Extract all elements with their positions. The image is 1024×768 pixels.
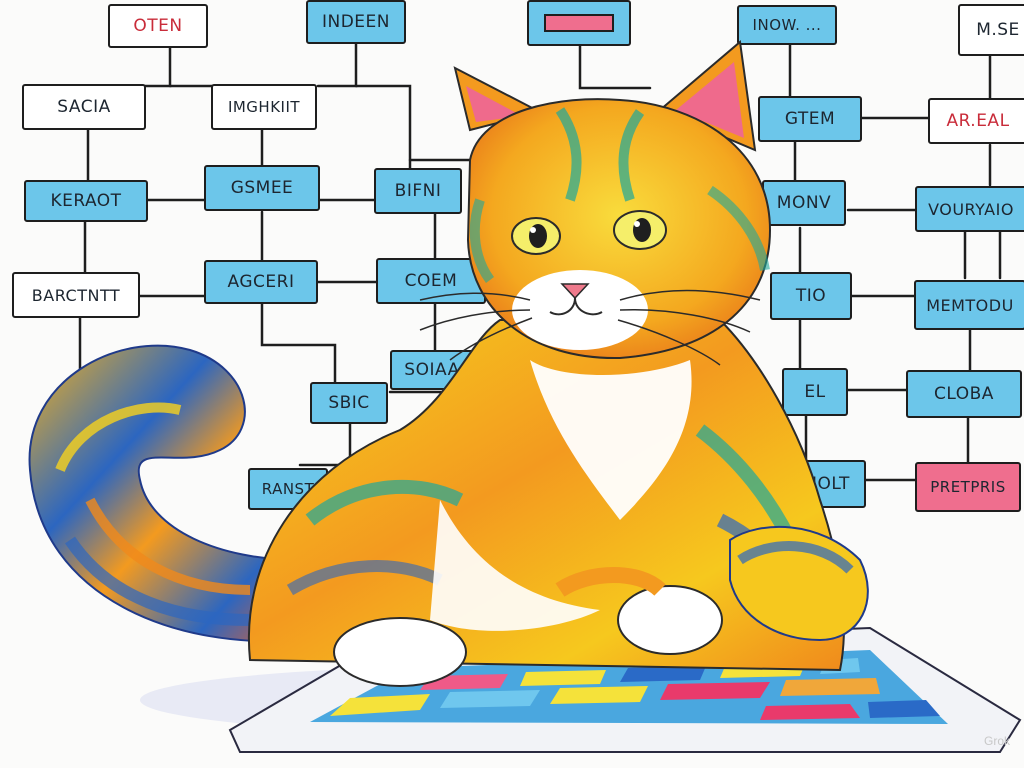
diagram-node-top-center [527,0,631,46]
diagram-node-pretpris: PRETPRIS [915,462,1021,512]
diagram-node-areal: AR.EAL [928,98,1024,144]
diagram-node-keraot: KERAOT [24,180,148,222]
diagram-node-cloba: CLOBA [906,370,1022,418]
cat-head [419,40,772,366]
diagram-node-monv: MONV [762,180,846,226]
pink-bar [544,14,614,32]
diagram-node-imghkiit: IMGHKIIT [211,84,317,130]
cat-whiskers [419,289,761,366]
diagram-node-mse: M.SE [958,4,1024,56]
diagram-node-bifni: BIFNI [374,168,462,214]
diagram-node-inow: INOW. ... [737,5,837,45]
cat-nose [560,283,590,300]
diagram-node-agceri: AGCERI [204,260,318,304]
diagram-node-el: EL [782,368,848,416]
diagram-node-sbic: SBIC [310,382,388,424]
diagram-node-coem: COEM [376,258,486,304]
cat-front-paw-left [333,617,467,687]
grok-watermark: Grok [983,734,1010,748]
diagram-node-gtem: GTEM [758,96,862,142]
cat-chest [530,360,692,520]
diagram-node-sacia: SACIA [22,84,146,130]
diagram-node-indeen: INDEEN [306,0,406,44]
diagram-node-gsmee: GSMEE [204,165,320,211]
diagram-node-vouryaio: VOURYAIO [915,186,1024,232]
diagram-node-barctntt: BARCTNTT [12,272,140,318]
diagram-node-oten: OTEN [108,4,208,48]
diagram-node-memtodu: MEMTODU [914,280,1024,330]
diagram-node-tio: TIO [770,272,852,320]
cat-front-paw-right [617,585,723,655]
